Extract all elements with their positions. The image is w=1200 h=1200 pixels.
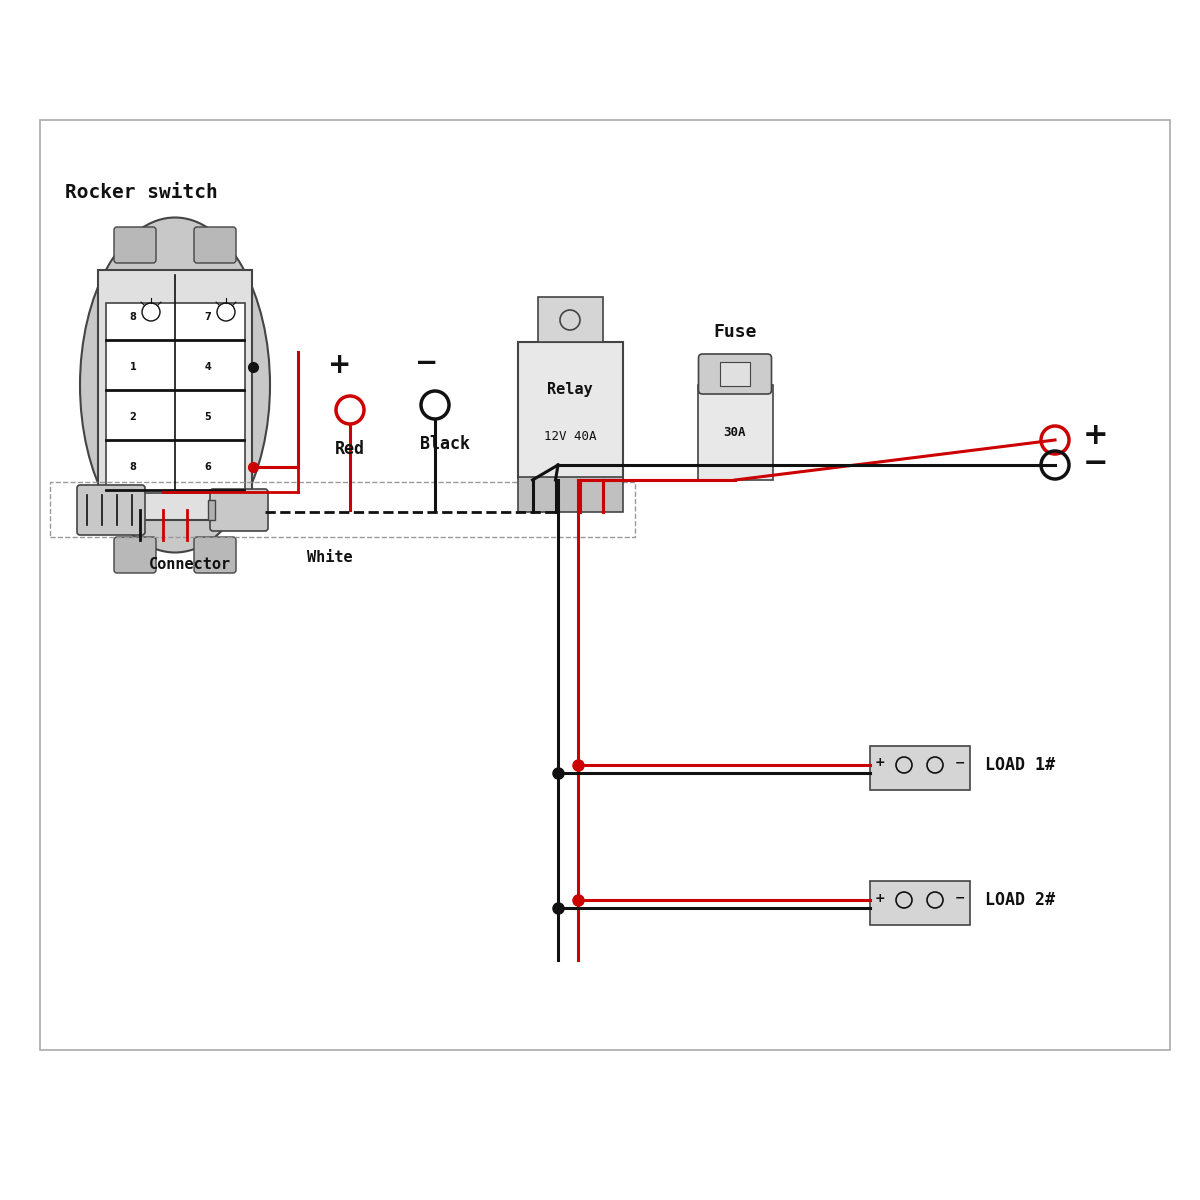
FancyBboxPatch shape — [194, 536, 236, 572]
Text: 4: 4 — [205, 362, 211, 372]
Bar — [697, 385, 773, 480]
Bar — [870, 746, 970, 790]
Text: +: + — [329, 350, 352, 379]
Bar — [40, 120, 1170, 1050]
Text: +: + — [875, 756, 886, 769]
Bar — [517, 342, 623, 478]
FancyBboxPatch shape — [698, 354, 772, 394]
Bar — [97, 270, 252, 520]
FancyBboxPatch shape — [194, 227, 236, 263]
Text: Fuse: Fuse — [713, 323, 757, 341]
Bar — [517, 478, 623, 512]
Text: −: − — [1084, 449, 1109, 478]
Bar — [208, 500, 215, 520]
Text: 12V 40A: 12V 40A — [544, 431, 596, 444]
Ellipse shape — [80, 217, 270, 552]
Text: +: + — [1084, 420, 1109, 450]
FancyBboxPatch shape — [114, 536, 156, 572]
Text: LOAD 2#: LOAD 2# — [985, 890, 1055, 910]
Text: −: − — [415, 349, 439, 377]
Text: Connector: Connector — [149, 557, 232, 572]
Text: 1: 1 — [130, 362, 137, 372]
Text: Relay: Relay — [547, 383, 593, 397]
Bar — [538, 298, 602, 342]
Text: Rocker switch: Rocker switch — [65, 184, 217, 203]
Text: −: − — [955, 756, 965, 769]
Text: White: White — [307, 550, 353, 565]
Text: −: − — [955, 892, 965, 905]
Text: 5: 5 — [205, 412, 211, 422]
Text: 30A: 30A — [724, 426, 746, 439]
Bar — [870, 881, 970, 925]
Text: 7: 7 — [205, 312, 211, 322]
Text: Black: Black — [420, 434, 470, 452]
Text: Red: Red — [335, 440, 365, 458]
FancyBboxPatch shape — [210, 490, 268, 530]
Text: 2: 2 — [130, 412, 137, 422]
Bar — [106, 302, 245, 493]
Bar — [50, 482, 635, 538]
Text: 6: 6 — [205, 462, 211, 472]
Text: 8: 8 — [130, 462, 137, 472]
FancyBboxPatch shape — [77, 485, 145, 535]
FancyBboxPatch shape — [114, 227, 156, 263]
Text: 8: 8 — [130, 312, 137, 322]
Bar — [720, 362, 750, 386]
Text: LOAD 1#: LOAD 1# — [985, 756, 1055, 774]
Text: +: + — [875, 892, 886, 905]
